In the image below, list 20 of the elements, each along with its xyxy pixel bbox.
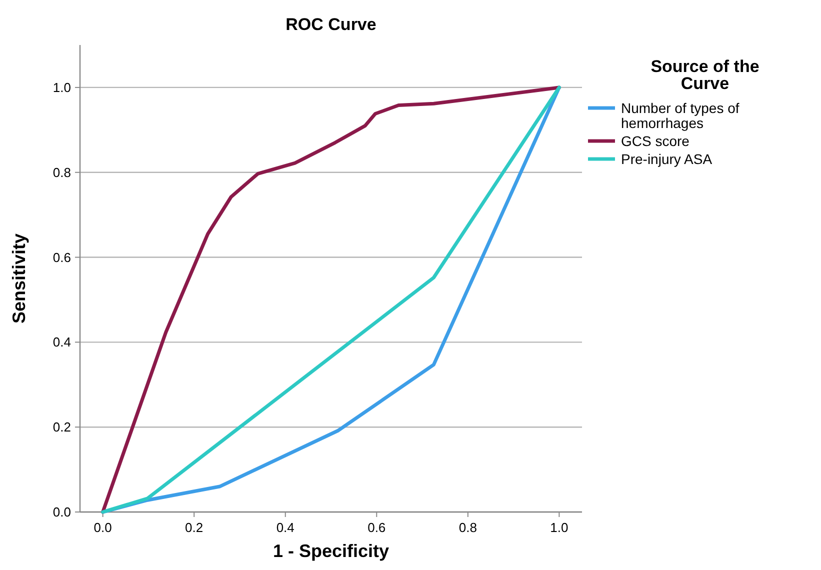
x-tick-label: 0.2 (185, 520, 204, 535)
x-tick-label: 0.0 (94, 520, 112, 535)
legend-label: Number of types of hemorrhages (621, 100, 740, 131)
y-tick-label: 0.0 (52, 504, 71, 520)
legend-title: Source of the Curve (650, 57, 760, 93)
x-tick-label: 0.8 (458, 520, 477, 535)
line-series (101, 86, 561, 514)
legend-label: Pre-injury ASA (621, 151, 713, 167)
x-axis-title: 1 - Specificity (272, 541, 390, 561)
y-tick-label: 0.8 (52, 164, 71, 180)
chart-title: ROC Curve (286, 15, 376, 34)
y-tick-label: 0.6 (52, 250, 71, 265)
y-tick-label: 1.0 (52, 80, 71, 95)
x-tick-label: 0.6 (368, 520, 386, 535)
x-tick-label: 0.4 (276, 520, 294, 535)
y-axis-title: Sensitivity (9, 233, 29, 324)
y-tick-label: 0.4 (52, 334, 71, 350)
legend-label: GCS score (621, 133, 690, 149)
x-tick-label: 1.0 (550, 520, 568, 535)
y-tick-label: 0.2 (52, 420, 71, 435)
